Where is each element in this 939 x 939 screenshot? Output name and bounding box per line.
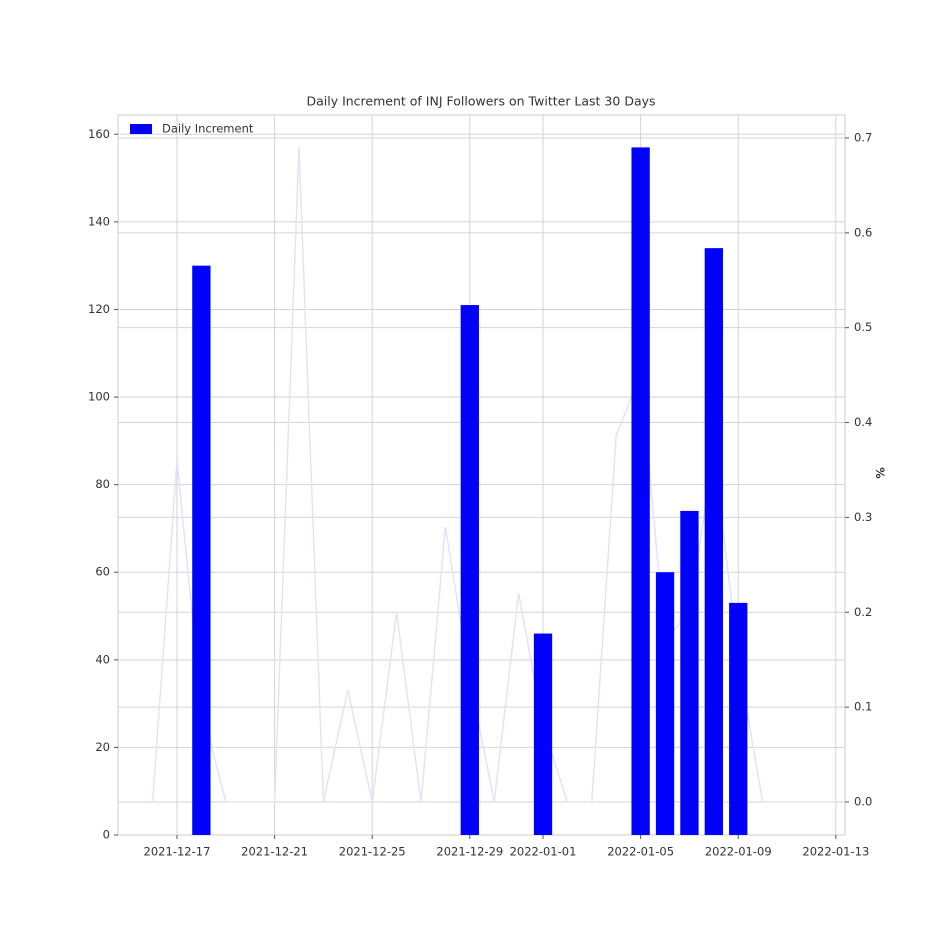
y-tick-label: 140	[88, 214, 110, 228]
bar	[631, 147, 650, 835]
y-tick-label: 20	[95, 740, 110, 754]
x-tick-label: 2022-01-13	[802, 845, 869, 859]
bar	[655, 572, 675, 835]
y2-tick-label: 0.5	[854, 320, 872, 334]
x-tick-label: 2021-12-29	[436, 845, 503, 859]
x-tick-label: 2022-01-01	[510, 845, 577, 859]
legend-label: Daily Increment	[162, 122, 254, 136]
x-tick-label: 2021-12-17	[144, 845, 211, 859]
bar	[533, 633, 553, 835]
legend-swatch	[130, 124, 152, 134]
y-tick-label: 160	[88, 127, 110, 141]
bar	[192, 265, 211, 835]
y-tick-label: 120	[88, 302, 110, 316]
y2-tick-label: 0.0	[854, 794, 872, 808]
y-tick-label: 80	[95, 477, 110, 491]
bar	[704, 248, 723, 836]
y2-tick-label: 0.1	[854, 700, 872, 714]
x-tick-label: 2022-01-09	[705, 845, 772, 859]
bar	[460, 305, 479, 835]
y2-tick-label: 0.3	[854, 510, 872, 524]
y-tick-label: 0	[103, 828, 110, 842]
bar	[729, 602, 748, 835]
y-tick-label: 40	[95, 652, 110, 666]
y2-tick-label: 0.2	[854, 605, 872, 619]
plot-frame	[117, 114, 846, 836]
y2-tick-label: 0.7	[854, 130, 872, 144]
x-tick-label: 2021-12-25	[339, 845, 406, 859]
x-tick-label: 2022-01-05	[607, 845, 674, 859]
y2-axis-label: %	[874, 467, 888, 479]
chart-title: Daily Increment of INJ Followers on Twit…	[306, 94, 655, 109]
y2-tick-label: 0.4	[854, 415, 872, 429]
y2-tick-label: 0.6	[854, 225, 872, 239]
bar	[680, 510, 699, 835]
y-tick-label: 100	[88, 390, 110, 404]
y-tick-label: 60	[95, 565, 110, 579]
x-tick-label: 2021-12-21	[241, 845, 308, 859]
